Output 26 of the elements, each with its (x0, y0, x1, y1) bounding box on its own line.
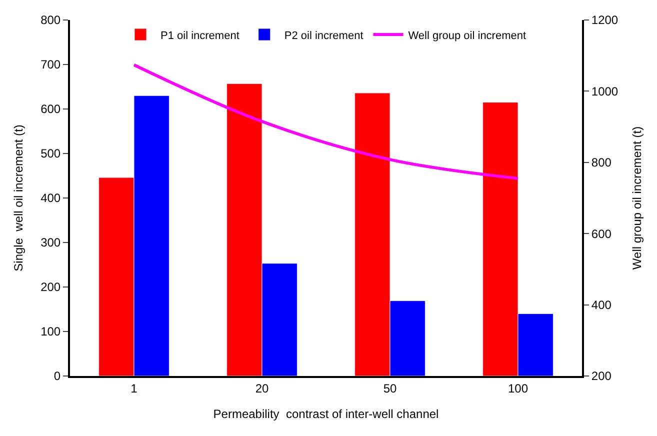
y2-tick-label: 200 (591, 369, 612, 384)
y-tick-label: 200 (40, 280, 61, 294)
y2-tick-label: 600 (591, 226, 612, 241)
y-tick-label: 0 (54, 369, 61, 384)
y-axis-title: Single well oil increment (t) (11, 124, 26, 272)
y2-axis-title: Well group oil increment (t) (630, 126, 644, 270)
x-tick-label: 1 (130, 381, 138, 396)
x-tick-label: 20 (255, 381, 269, 396)
y2-tick-label: 400 (591, 298, 612, 312)
y-tick-label: 700 (40, 58, 61, 72)
y-tick-label: 500 (40, 146, 61, 161)
x-tick-label: 50 (383, 381, 397, 396)
y-tick-label: 800 (40, 13, 61, 28)
y-tick-label: 400 (40, 191, 61, 206)
y2-tick-label: 1200 (591, 13, 618, 28)
legend-label: P1 oil increment (160, 30, 240, 42)
y2-tick-label: 800 (591, 156, 612, 170)
x-tick-label: 100 (508, 381, 528, 396)
y2-tick-label: 1000 (591, 84, 618, 98)
line-series (132, 63, 520, 180)
y-tick-label: 600 (40, 102, 61, 116)
legend-label: Well group oil increment (408, 30, 526, 42)
legend-label: P2 oil increment (284, 30, 364, 42)
y-tick-label: 300 (40, 236, 61, 250)
x-axis-title: Permeability contrast of inter-well channel (213, 406, 439, 421)
y-tick-label: 100 (40, 324, 61, 339)
